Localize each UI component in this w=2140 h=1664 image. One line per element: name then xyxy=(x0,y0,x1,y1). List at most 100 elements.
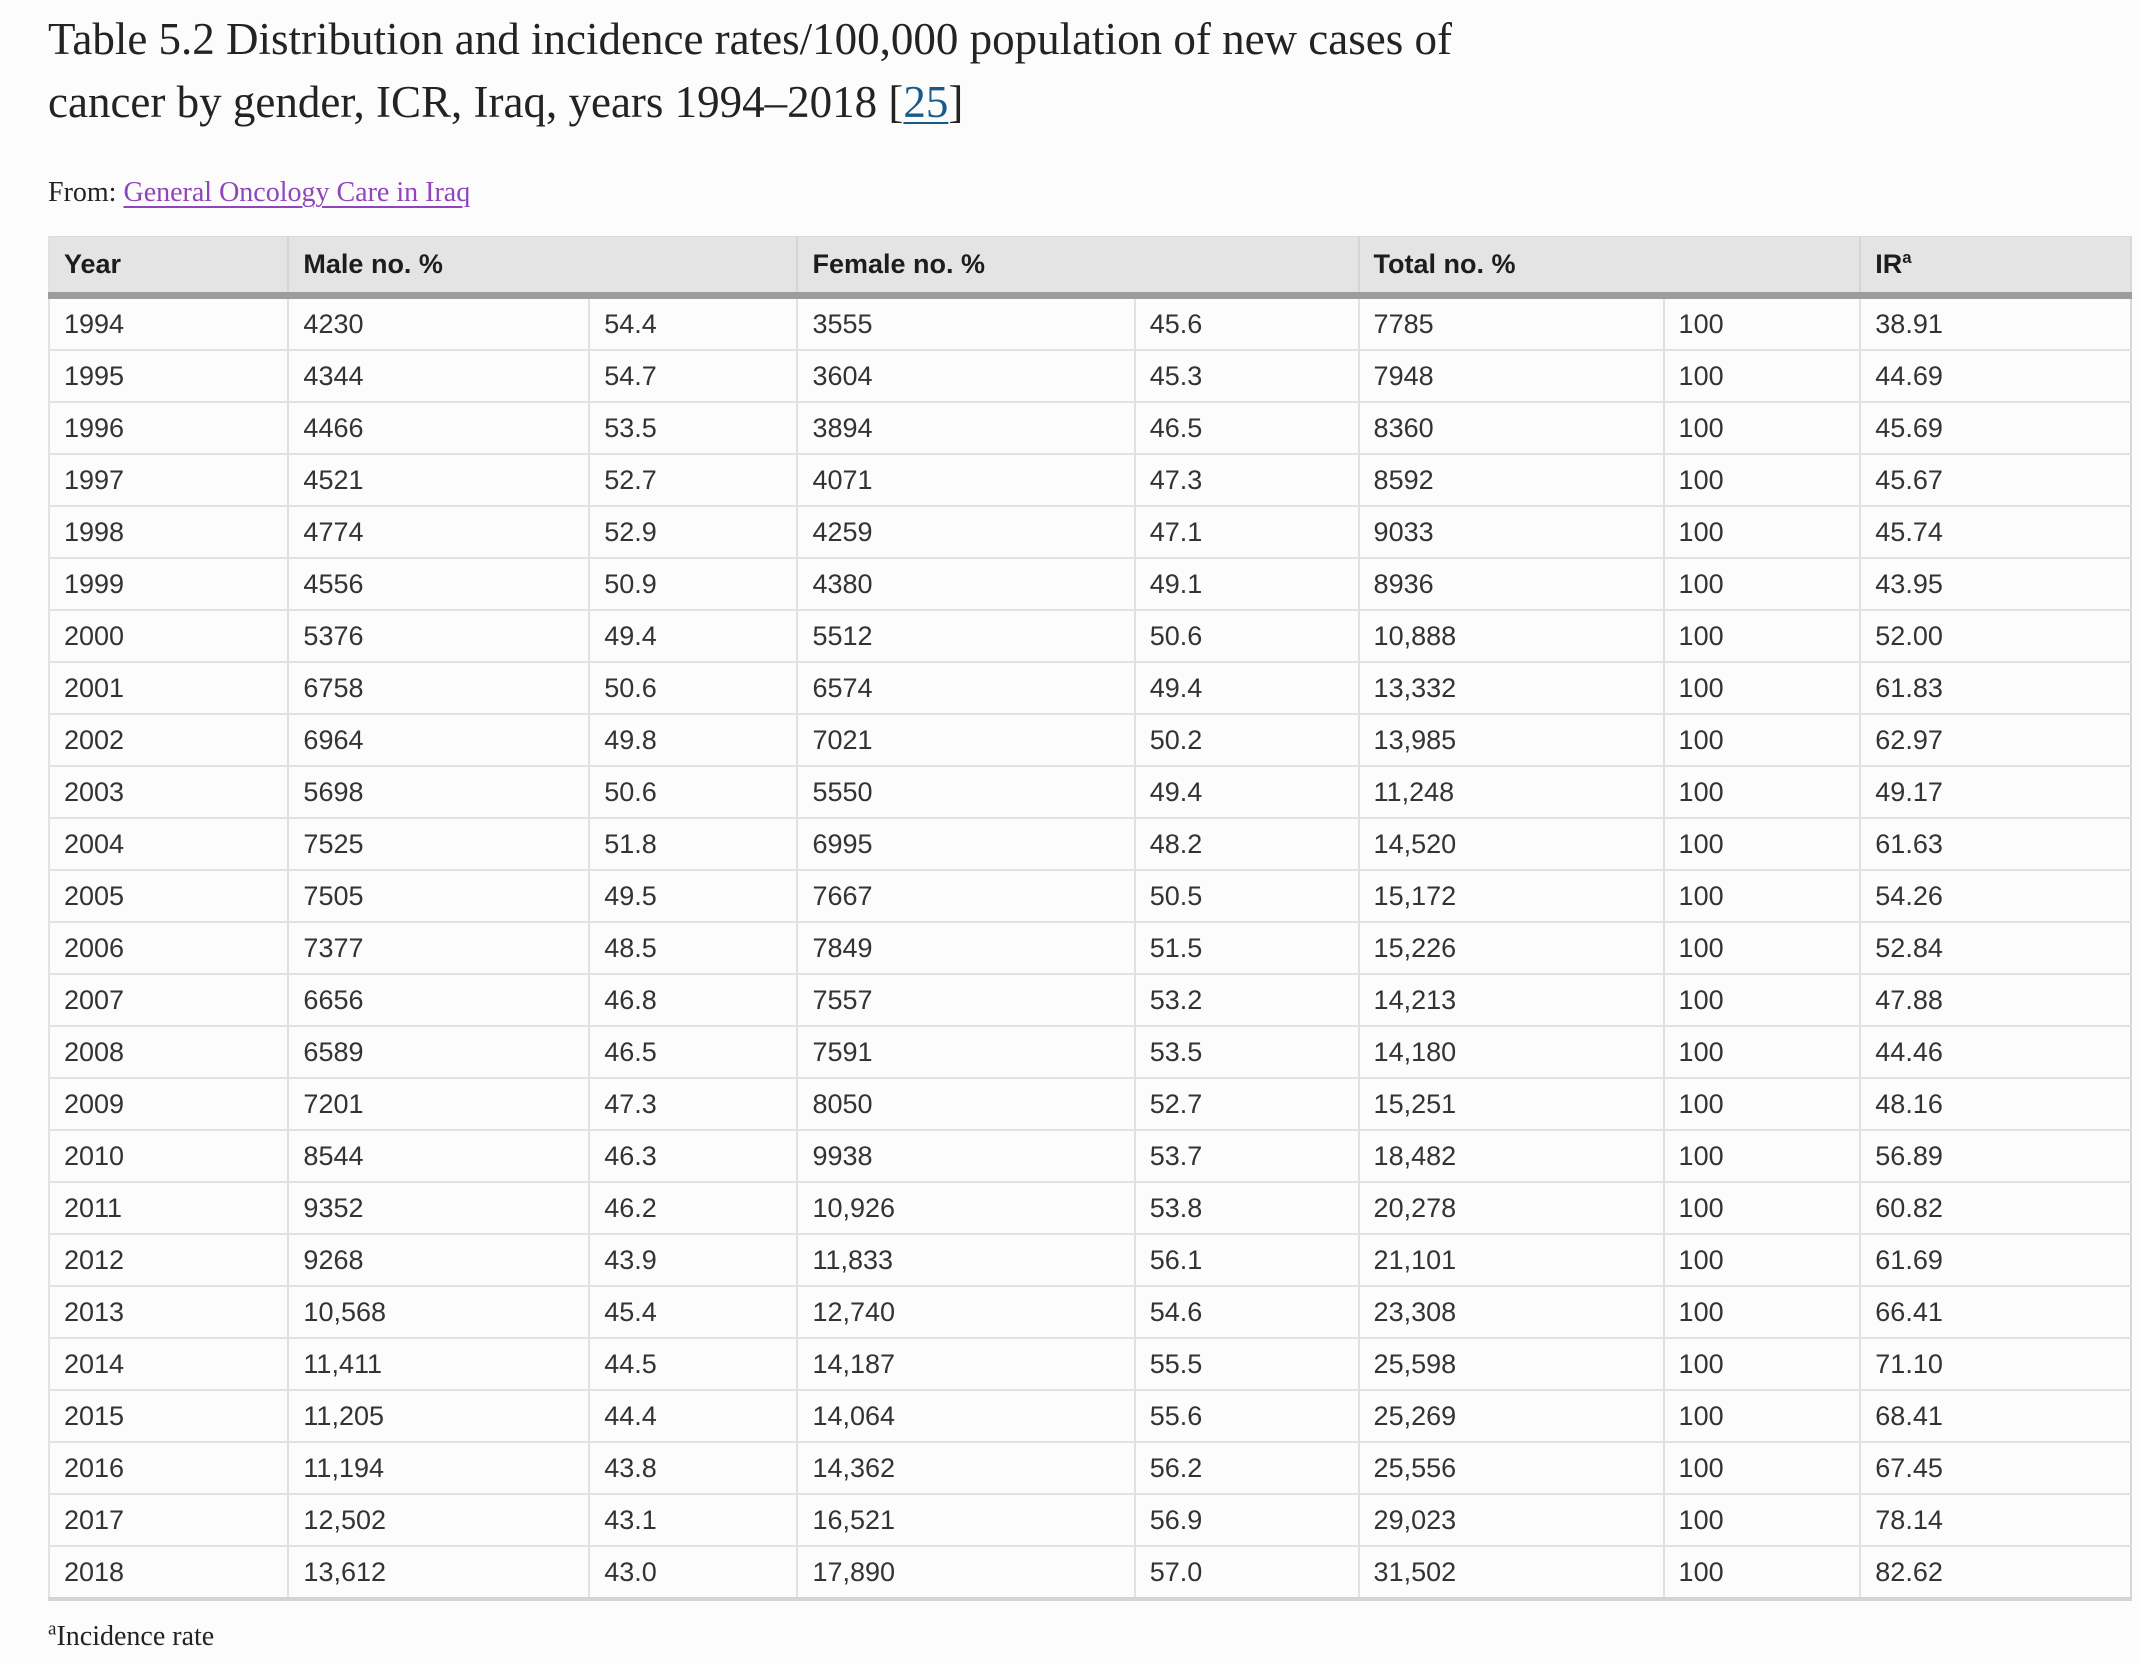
cell: 11,194 xyxy=(288,1442,591,1495)
cell: 46.5 xyxy=(1134,402,1360,455)
cell: 56.9 xyxy=(1134,1494,1360,1547)
cell: 53.8 xyxy=(1134,1182,1360,1235)
cell: 55.5 xyxy=(1134,1338,1360,1391)
cell: 100 xyxy=(1663,506,1862,559)
cell: 47.1 xyxy=(1134,506,1360,559)
cell: 100 xyxy=(1663,1026,1862,1079)
cell: 15,226 xyxy=(1358,922,1665,975)
cell: 56.1 xyxy=(1134,1234,1360,1287)
cell: 14,362 xyxy=(797,1442,1136,1495)
cell: 46.3 xyxy=(589,1130,799,1183)
cell: 45.74 xyxy=(1860,506,2131,559)
cell: 2018 xyxy=(49,1546,290,1600)
cell: 18,482 xyxy=(1358,1130,1665,1183)
cell: 53.5 xyxy=(1134,1026,1360,1079)
title-line-2: cancer by gender, ICR, Iraq, years 1994–… xyxy=(48,77,889,127)
cell: 66.41 xyxy=(1860,1286,2131,1339)
table-row: 2017 12,502 43.1 16,521 56.9 29,023 100 78.14 xyxy=(49,1494,2131,1547)
cell: 2004 xyxy=(49,818,290,871)
reference-link[interactable]: 25 xyxy=(903,77,949,127)
cell: 55.6 xyxy=(1134,1390,1360,1443)
cell: 49.4 xyxy=(589,610,799,663)
cell: 50.6 xyxy=(589,766,799,819)
cell: 13,985 xyxy=(1358,714,1665,767)
cell: 61.63 xyxy=(1860,818,2131,871)
cell: 100 xyxy=(1663,295,1862,351)
table-row: 2000 5376 49.4 5512 50.6 10,888 100 52.00 xyxy=(49,610,2131,663)
cell: 48.2 xyxy=(1134,818,1360,871)
cell: 100 xyxy=(1663,402,1862,455)
title-line-1: Table 5.2 Distribution and incidence rat… xyxy=(48,14,1452,64)
cell: 14,213 xyxy=(1358,974,1665,1027)
cell: 100 xyxy=(1663,870,1862,923)
cell: 56.2 xyxy=(1134,1442,1360,1495)
cell: 46.5 xyxy=(589,1026,799,1079)
cell: 46.2 xyxy=(589,1182,799,1235)
cell: 2008 xyxy=(49,1026,290,1079)
cell: 25,598 xyxy=(1358,1338,1665,1391)
cell: 71.10 xyxy=(1860,1338,2131,1391)
column-header-ir: IRa xyxy=(1860,236,2131,299)
table-row: 2007 6656 46.8 7557 53.2 14,213 100 47.88 xyxy=(49,974,2131,1027)
cell: 11,833 xyxy=(797,1234,1136,1287)
cell: 43.8 xyxy=(589,1442,799,1495)
cell: 23,308 xyxy=(1358,1286,1665,1339)
cell: 100 xyxy=(1663,974,1862,1027)
cell: 2000 xyxy=(49,610,290,663)
column-header-male: Male no. % xyxy=(288,236,799,299)
page-title: Table 5.2 Distribution and incidence rat… xyxy=(48,8,2132,134)
cell: 11,205 xyxy=(288,1390,591,1443)
cell: 54.7 xyxy=(589,350,799,403)
cell: 100 xyxy=(1663,558,1862,611)
cell: 49.1 xyxy=(1134,558,1360,611)
cell: 52.9 xyxy=(589,506,799,559)
cell: 2009 xyxy=(49,1078,290,1131)
cell: 43.9 xyxy=(589,1234,799,1287)
cell: 4556 xyxy=(288,558,591,611)
ir-label: IR xyxy=(1875,249,1903,279)
cell: 5376 xyxy=(288,610,591,663)
cell: 7785 xyxy=(1358,295,1665,351)
table-row: 2008 6589 46.5 7591 53.5 14,180 100 44.46 xyxy=(49,1026,2131,1079)
cell: 47.3 xyxy=(589,1078,799,1131)
cell: 2011 xyxy=(49,1182,290,1235)
cell: 82.62 xyxy=(1860,1546,2131,1600)
cell: 44.46 xyxy=(1860,1026,2131,1079)
cell: 78.14 xyxy=(1860,1494,2131,1547)
cell: 5512 xyxy=(797,610,1136,663)
reference-bracket-open: [ xyxy=(888,77,904,127)
cell: 15,251 xyxy=(1358,1078,1665,1131)
reference-bracket-close: ] xyxy=(948,77,964,127)
cell: 4466 xyxy=(288,402,591,455)
cell: 46.8 xyxy=(589,974,799,1027)
cell: 12,502 xyxy=(288,1494,591,1547)
cell: 52.84 xyxy=(1860,922,2131,975)
table-row: 2013 10,568 45.4 12,740 54.6 23,308 100 66.41 xyxy=(49,1286,2131,1339)
footnote-text: Incidence rate xyxy=(56,1621,215,1652)
cell: 14,064 xyxy=(797,1390,1136,1443)
cell: 8592 xyxy=(1358,454,1665,507)
cell: 100 xyxy=(1663,714,1862,767)
cell: 7377 xyxy=(288,922,591,975)
cell: 13,612 xyxy=(288,1546,591,1600)
cell: 6995 xyxy=(797,818,1136,871)
table-row: 2011 9352 46.2 10,926 53.8 20,278 100 60.82 xyxy=(49,1182,2131,1235)
cell: 49.4 xyxy=(1134,662,1360,715)
source-link[interactable]: General Oncology Care in Iraq xyxy=(123,177,471,208)
cell: 7591 xyxy=(797,1026,1136,1079)
cell: 100 xyxy=(1663,1182,1862,1235)
table-row: 2012 9268 43.9 11,833 56.1 21,101 100 61.69 xyxy=(49,1234,2131,1287)
cell: 2010 xyxy=(49,1130,290,1183)
cell: 100 xyxy=(1663,350,1862,403)
cell: 48.5 xyxy=(589,922,799,975)
cell: 1996 xyxy=(49,402,290,455)
cell: 9268 xyxy=(288,1234,591,1287)
ir-superscript: a xyxy=(1902,248,1912,267)
cell: 2001 xyxy=(49,662,290,715)
cell: 53.5 xyxy=(589,402,799,455)
cell: 25,269 xyxy=(1358,1390,1665,1443)
cell: 54.26 xyxy=(1860,870,2131,923)
cell: 44.4 xyxy=(589,1390,799,1443)
table-row: 2004 7525 51.8 6995 48.2 14,520 100 61.63 xyxy=(49,818,2131,871)
cell: 1995 xyxy=(49,350,290,403)
